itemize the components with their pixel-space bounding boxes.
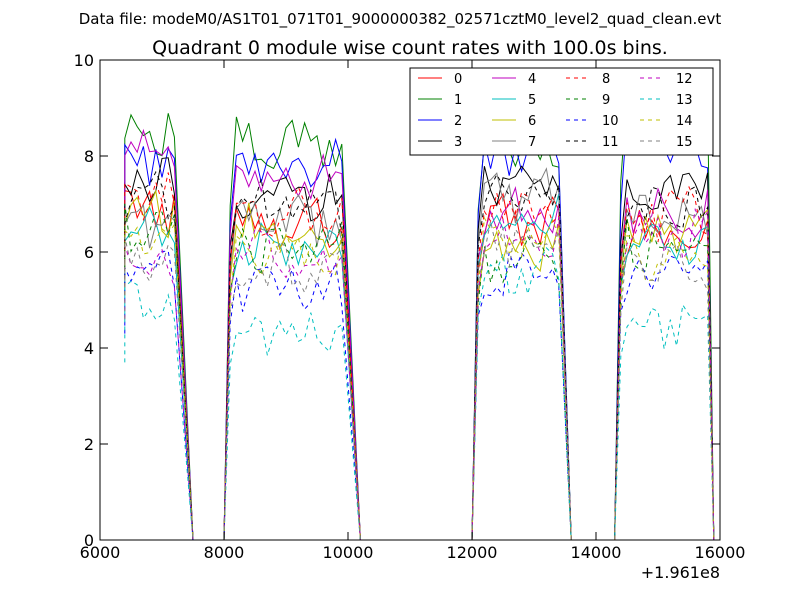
legend-label-0: 0 <box>454 72 462 87</box>
y-tick-label: 2 <box>84 435 94 454</box>
legend-label-1: 1 <box>454 93 462 108</box>
x-tick-label: 6000 <box>80 543 121 562</box>
x-tick-label: 12000 <box>447 543 498 562</box>
legend-label-11: 11 <box>602 135 619 150</box>
series-line-0 <box>124 189 715 540</box>
legend-label-8: 8 <box>602 72 610 87</box>
series-line-5 <box>124 193 715 540</box>
y-tick-label: 0 <box>84 531 94 550</box>
series-line-10 <box>124 250 715 540</box>
series-line-6 <box>124 189 715 540</box>
legend-label-9: 9 <box>602 93 610 108</box>
series-line-1 <box>124 92 715 540</box>
legend-label-5: 5 <box>528 93 536 108</box>
x-tick-label: 8000 <box>204 543 245 562</box>
y-tick-label: 10 <box>74 51 94 70</box>
legend-label-12: 12 <box>676 72 693 87</box>
series-line-15 <box>124 220 715 540</box>
series-layer <box>124 92 715 540</box>
data-file-suptitle: Data file: modeM0/AS1T01_071T01_90000003… <box>79 10 722 29</box>
legend-label-3: 3 <box>454 135 462 150</box>
legend-label-6: 6 <box>528 114 536 129</box>
y-tick-label: 8 <box>84 147 94 166</box>
series-line-7 <box>124 167 715 540</box>
legend-label-14: 14 <box>676 114 693 129</box>
legend-box <box>409 67 714 156</box>
x-tick-label: 16000 <box>695 543 746 562</box>
x-tick-label: 10000 <box>323 543 374 562</box>
legend-label-15: 15 <box>676 135 693 150</box>
series-line-13 <box>124 247 715 540</box>
chart-title: Quadrant 0 module wise count rates with … <box>152 37 668 59</box>
legend-label-10: 10 <box>602 114 619 129</box>
legend-label-4: 4 <box>528 72 536 87</box>
series-line-11 <box>124 170 715 540</box>
legend-label-7: 7 <box>528 135 536 150</box>
y-tick-label: 4 <box>84 339 94 358</box>
plot-frame <box>99 59 721 541</box>
y-tick-label: 6 <box>84 243 94 262</box>
x-offset-label: +1.961e8 <box>641 563 720 582</box>
legend-label-2: 2 <box>454 114 462 129</box>
series-line-12 <box>124 207 715 540</box>
legend-label-13: 13 <box>676 93 693 108</box>
series-line-2 <box>124 117 715 540</box>
x-tick-label: 14000 <box>571 543 622 562</box>
series-line-9 <box>124 203 715 540</box>
